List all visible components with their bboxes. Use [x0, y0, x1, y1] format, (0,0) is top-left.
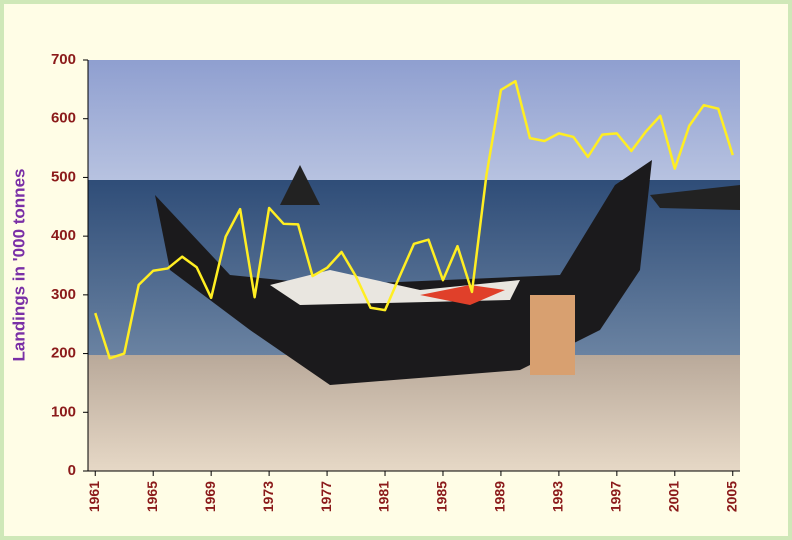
x-tick-label: 1981	[376, 481, 392, 512]
data-line	[94, 79, 734, 360]
x-tick-label: 1969	[202, 481, 218, 512]
x-tick-label: 1965	[144, 481, 160, 512]
x-tick-label: 2005	[723, 481, 739, 512]
y-tick-label: 0	[68, 462, 76, 479]
x-tick-label: 2001	[666, 481, 682, 512]
y-tick-label: 600	[51, 110, 76, 127]
x-tick-label: 1961	[86, 481, 102, 512]
y-tick-label: 700	[51, 51, 76, 68]
x-tick-label: 1973	[260, 481, 276, 512]
y-axis-label: Landings in '000 tonnes	[9, 169, 28, 362]
x-tick-label: 1993	[550, 481, 566, 512]
photo-background	[88, 60, 740, 471]
y-tick-label: 300	[51, 286, 76, 303]
y-tick-label: 100	[51, 403, 76, 420]
x-tick-label: 1977	[318, 481, 334, 512]
y-tick-label: 400	[51, 227, 76, 244]
x-tick-label: 1989	[492, 481, 508, 512]
y-tick-label: 500	[51, 168, 76, 185]
y-tick-label: 200	[51, 345, 76, 362]
x-tick-label: 1985	[434, 481, 450, 512]
x-tick-label: 1997	[608, 481, 624, 512]
